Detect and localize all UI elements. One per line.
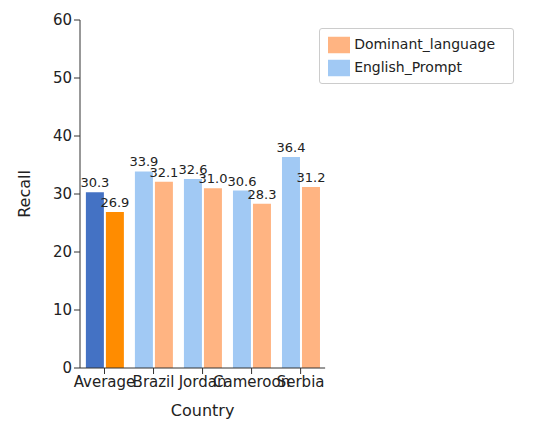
svg-text:30.6: 30.6 <box>227 173 257 189</box>
svg-text:Recall: Recall <box>15 170 34 218</box>
html-text:English_Prompt: English_Prompt <box>354 59 462 75</box>
svg-text:Serbia: Serbia <box>277 373 325 391</box>
svg-text:30: 30 <box>53 185 72 203</box>
svg-text:31.0: 31.0 <box>198 171 227 186</box>
svg-text:32.1: 32.1 <box>149 165 178 180</box>
svg-text:Average: Average <box>74 373 136 391</box>
svg-text:60: 60 <box>53 11 72 29</box>
svg-text:26.9: 26.9 <box>100 195 129 210</box>
html-text:Dominant_language: Dominant_language <box>354 36 495 52</box>
svg-text:30.3: 30.3 <box>80 175 109 190</box>
svg-text:Brazil: Brazil <box>133 373 175 391</box>
svg-text:33.9: 33.9 <box>129 154 159 170</box>
svg-text:Jordan: Jordan <box>178 372 227 391</box>
svg-text:50: 50 <box>53 69 72 87</box>
svg-text:31.2: 31.2 <box>297 170 326 185</box>
svg-text:36.4: 36.4 <box>277 140 306 155</box>
svg-text:10: 10 <box>53 301 72 319</box>
svg-text:0: 0 <box>62 359 72 377</box>
svg-text:32.6: 32.6 <box>178 161 208 177</box>
svg-text:40: 40 <box>53 127 72 145</box>
svg-text:Country: Country <box>171 401 235 420</box>
svg-text:28.3: 28.3 <box>247 187 276 202</box>
svg-text:20: 20 <box>53 243 72 261</box>
svg-text:Cameroon: Cameroon <box>213 372 291 391</box>
